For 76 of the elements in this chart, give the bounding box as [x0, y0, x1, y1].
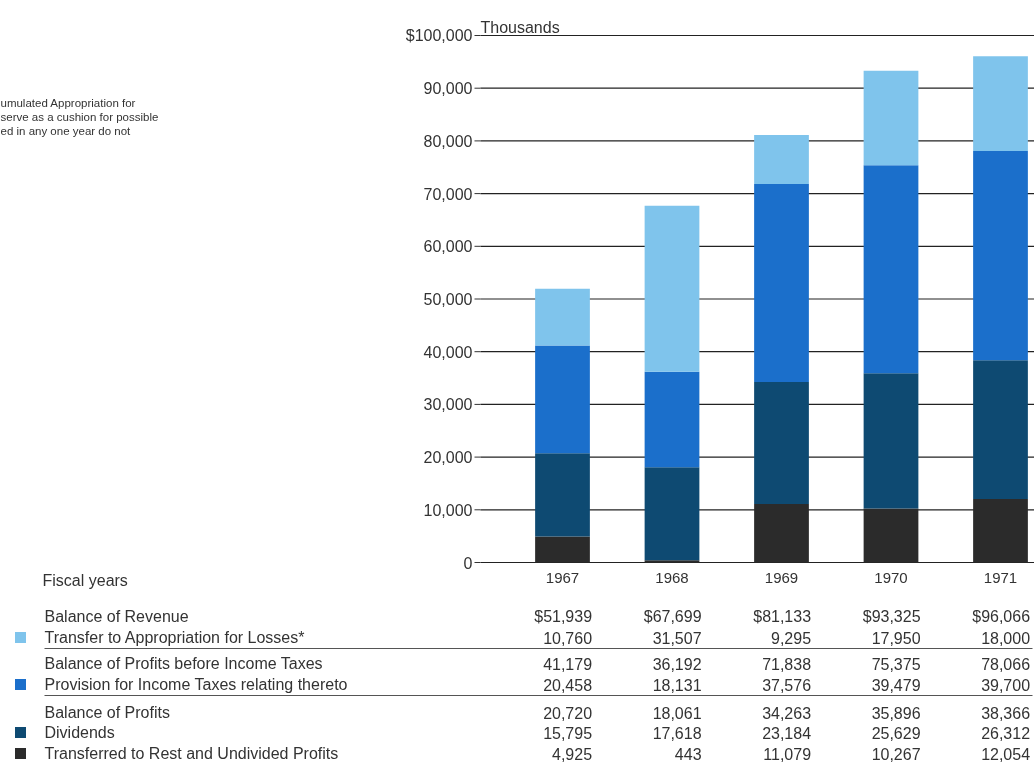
text: Balance of Profits before Income Taxes: [44, 655, 323, 672]
bar: [535, 288, 590, 346]
bar: [644, 371, 700, 468]
total-label: $96,066: [972, 608, 1031, 625]
legend-label: Provision for Income Taxes relating thereto: [44, 676, 348, 693]
y-axis-title: Thousands: [480, 18, 560, 36]
data-label: 26,312: [981, 724, 1031, 742]
data-label: 10,760: [543, 629, 593, 647]
x-tick-label: 1967: [545, 568, 580, 586]
bar: [535, 345, 590, 454]
data-label: 39,700: [981, 676, 1031, 694]
text: 41,179: [543, 655, 593, 673]
text: 38,366: [981, 704, 1031, 722]
bar: [644, 205, 700, 372]
y-tick-label: 40,000: [423, 343, 473, 361]
data-label: 17,618: [652, 724, 702, 742]
total-label: $67,699: [643, 608, 702, 625]
bar: [863, 373, 919, 509]
bar: [754, 134, 809, 184]
y-tick-label: 70,000: [423, 185, 473, 203]
y-tick-label: 0: [463, 554, 473, 572]
legend-label: Transferred to Rest and Undivided Profits: [44, 745, 339, 762]
data-label: 11,079: [763, 745, 812, 763]
data-label: 23,184: [762, 724, 812, 742]
y-tick-label: 10,000: [423, 501, 473, 519]
data-label: 37,576: [762, 676, 812, 694]
data-label: 18,131: [652, 676, 702, 694]
data-label: 39,479: [871, 676, 921, 694]
text: 18,061: [652, 704, 702, 722]
y-tick-label: 30,000: [423, 396, 473, 414]
data-label: 18,000: [981, 629, 1031, 647]
legend-label: Transfer to Appropriation for Losses*: [44, 629, 305, 646]
data-label: 9,295: [771, 629, 812, 647]
data-label: 15,795: [543, 724, 593, 742]
text: Fiscal years: [42, 572, 128, 589]
bar: [535, 453, 590, 537]
data-label: 25,629: [871, 724, 921, 742]
legend-label: Dividends: [44, 724, 115, 741]
bar: [973, 56, 1028, 152]
text: 71,838: [762, 655, 812, 673]
y-tick-label: 60,000: [423, 238, 473, 256]
x-tick-label: 1971: [983, 568, 1018, 586]
bar: [863, 70, 919, 166]
bar: [863, 165, 919, 374]
y-tick-label: 50,000: [423, 291, 473, 308]
data-label: 443: [674, 745, 702, 763]
text: 20,720: [543, 704, 593, 722]
total-label: $51,939: [534, 608, 593, 625]
bar: [973, 360, 1028, 499]
text: 78,066: [981, 655, 1031, 673]
x-tick-label: 1969: [764, 568, 799, 586]
data-label: 12,054: [981, 745, 1031, 763]
bar: [754, 183, 809, 382]
data-label: 17,950: [871, 629, 921, 647]
data-label: 31,507: [652, 629, 702, 647]
bar: [754, 381, 809, 505]
text: 34,263: [762, 704, 812, 722]
text: umulated Appropriation for serve as a cushion for possible ed in any one year do not: [0, 96, 159, 137]
text: Balance of Revenue: [44, 608, 189, 625]
total-label: $93,325: [862, 608, 921, 625]
text: 35,896: [871, 704, 921, 722]
data-label: 10,267: [871, 745, 921, 763]
text: 36,192: [652, 655, 702, 673]
bar: [644, 467, 700, 561]
text: 75,375: [871, 655, 921, 673]
text: Balance of Profits: [44, 704, 170, 721]
x-tick-label: 1968: [655, 568, 689, 586]
data-label: 20,458: [543, 676, 593, 694]
y-tick-label: 90,000: [423, 80, 473, 98]
x-tick-label: 1970: [874, 568, 908, 586]
data-label: 4,925: [552, 745, 593, 763]
y-tick-label: $100,000: [405, 27, 473, 44]
bar: [973, 151, 1028, 361]
y-tick-label: 80,000: [423, 132, 473, 150]
total-label: $81,133: [753, 608, 812, 625]
y-tick-label: 20,000: [423, 449, 473, 467]
